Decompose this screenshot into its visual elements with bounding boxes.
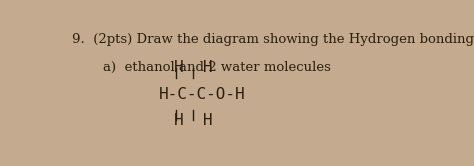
Text: 9.  (2pts) Draw the diagram showing the Hydrogen bonding between:: 9. (2pts) Draw the diagram showing the H… — [72, 33, 474, 46]
Text: H  H: H H — [174, 113, 212, 128]
Text: H-C-C-O-H: H-C-C-O-H — [158, 86, 245, 102]
Text: H  H: H H — [174, 60, 212, 75]
Text: a)  ethanol and 2 water molecules: a) ethanol and 2 water molecules — [103, 61, 331, 74]
